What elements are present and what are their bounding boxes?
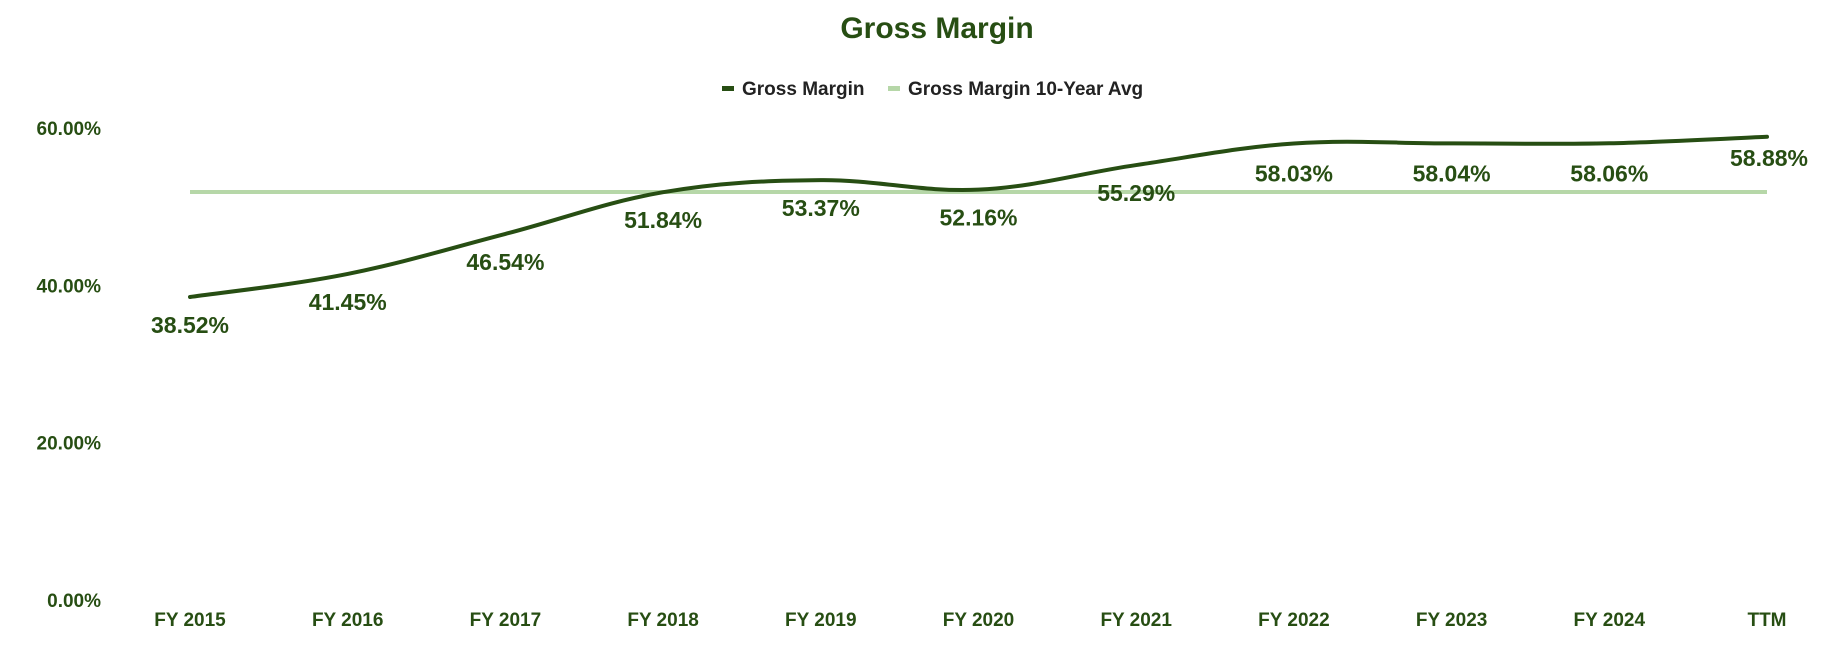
x-tick-label: FY 2023 bbox=[1416, 610, 1487, 631]
x-axis: FY 2015 FY 2016 FY 2017 FY 2018 FY 2019 FY 20… bbox=[154, 610, 1786, 631]
legend-swatch bbox=[722, 86, 734, 91]
y-tick-label: 40.00% bbox=[37, 276, 102, 297]
x-tick-label: FY 2020 bbox=[943, 610, 1014, 631]
legend-swatch bbox=[888, 86, 900, 91]
x-tick-label: FY 2015 bbox=[154, 610, 226, 631]
data-label: 58.88% bbox=[1730, 145, 1808, 171]
legend-label: Gross Margin 10-Year Avg bbox=[908, 79, 1143, 100]
chart-title: Gross Margin bbox=[840, 12, 1033, 45]
data-label: 58.03% bbox=[1255, 160, 1333, 186]
y-axis: 0.00% 20.00% 40.00% 60.00% bbox=[37, 119, 102, 612]
data-labels: 38.52% 41.45% 46.54% 51.84% 53.37% 52.16% 55.2… bbox=[151, 145, 1808, 338]
data-label: 46.54% bbox=[466, 249, 544, 275]
legend-label: Gross Margin bbox=[742, 79, 864, 100]
data-label: 58.06% bbox=[1570, 160, 1648, 186]
y-tick-label: 60.00% bbox=[37, 119, 102, 140]
x-tick-label: FY 2018 bbox=[627, 610, 698, 631]
x-tick-label: TTM bbox=[1747, 610, 1786, 631]
data-label: 41.45% bbox=[309, 289, 387, 315]
data-label: 58.04% bbox=[1413, 160, 1491, 186]
x-tick-label: FY 2021 bbox=[1100, 610, 1172, 631]
data-label: 38.52% bbox=[151, 312, 229, 338]
y-tick-label: 20.00% bbox=[37, 434, 102, 455]
legend: Gross Margin Gross Margin 10-Year Avg bbox=[722, 79, 1143, 100]
x-tick-label: FY 2017 bbox=[470, 610, 541, 631]
series-layer bbox=[188, 134, 1769, 299]
x-tick-label: FY 2022 bbox=[1258, 610, 1329, 631]
x-tick-label: FY 2024 bbox=[1574, 610, 1646, 631]
x-tick-label: FY 2016 bbox=[312, 610, 383, 631]
y-tick-label: 0.00% bbox=[47, 591, 101, 612]
data-label: 52.16% bbox=[939, 205, 1017, 231]
x-tick-label: FY 2019 bbox=[785, 610, 856, 631]
data-label: 51.84% bbox=[624, 207, 702, 233]
data-label: 53.37% bbox=[782, 195, 860, 221]
data-label: 55.29% bbox=[1097, 180, 1175, 206]
series-line-gross-margin bbox=[188, 134, 1769, 299]
